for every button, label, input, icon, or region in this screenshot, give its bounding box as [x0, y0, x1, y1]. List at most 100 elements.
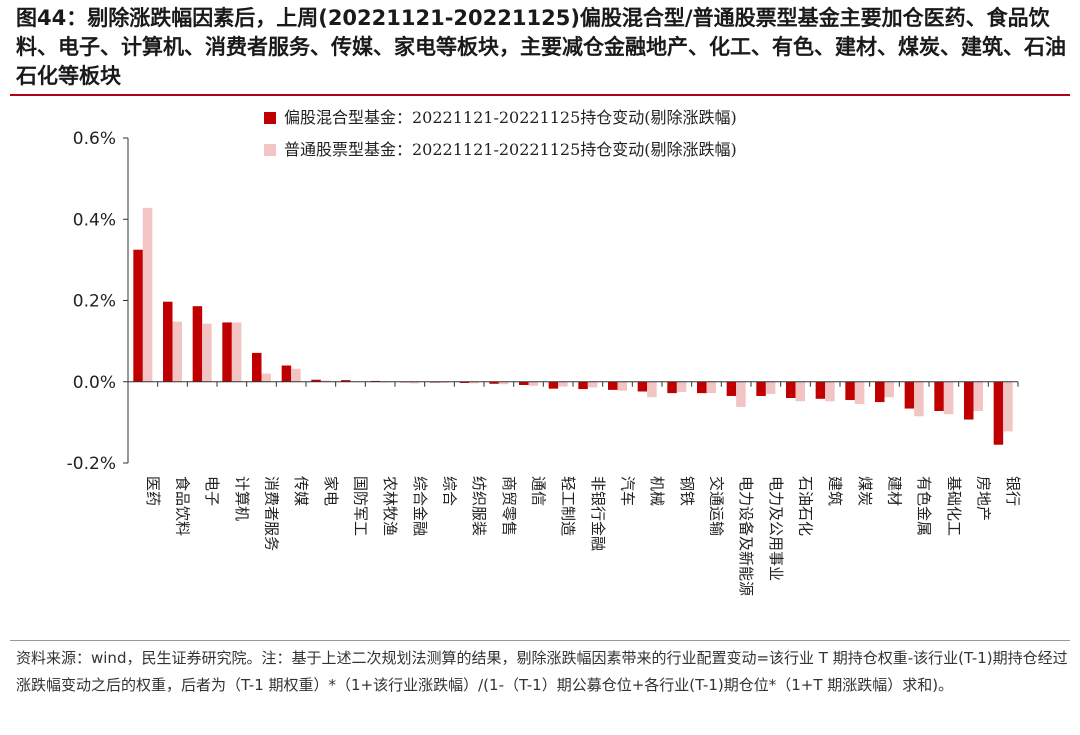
y-tick-label: 0.6%	[73, 129, 116, 149]
bars-group	[133, 207, 1013, 445]
source-note: 资料来源：wind，民生证券研究院。注：基于上述二次规划法测算的结果，剔除涨跌幅…	[16, 649, 1068, 694]
bar-series2-电力设备及新能源	[736, 381, 746, 407]
legend-label-1: 偏股混合型基金：20221121-20221125持仓变动(剔除涨跌幅)	[284, 108, 737, 127]
bar-series2-非银行金融	[587, 381, 598, 388]
bar-chart: 偏股混合型基金：20221121-20221125持仓变动(剔除涨跌幅) 普通股票…	[67, 108, 1022, 596]
bar-series2-石油石化	[795, 381, 805, 402]
y-tick-label: 0.4%	[73, 210, 116, 230]
bar-series1-钢铁	[667, 381, 677, 394]
bar-series2-医药	[142, 207, 153, 382]
category-label: 纺织服装	[470, 476, 488, 536]
category-label: 汽车	[619, 476, 637, 506]
source-divider	[10, 640, 1070, 641]
bar-series2-商贸零售	[498, 381, 509, 385]
category-label: 钢铁	[678, 476, 696, 506]
bar-series2-机械	[647, 381, 657, 398]
category-label: 建材	[886, 476, 904, 506]
category-label: 石油石化	[797, 476, 815, 536]
bar-series1-石油石化	[786, 381, 796, 398]
legend: 偏股混合型基金：20221121-20221125持仓变动(剔除涨跌幅) 普通股票…	[264, 108, 737, 159]
bar-series2-食品饮料	[172, 321, 182, 382]
bar-series1-消费者服务	[252, 352, 262, 382]
category-label: 综合	[441, 476, 459, 506]
category-label: 房地产	[975, 476, 993, 521]
category-label: 电子	[203, 476, 221, 506]
bar-series2-家电	[320, 380, 331, 382]
title-divider	[10, 94, 1070, 96]
bar-series2-煤炭	[854, 381, 865, 405]
bar-series2-有色金属	[914, 381, 924, 417]
category-label: 综合金融	[411, 476, 429, 536]
legend-swatch-2	[264, 144, 276, 156]
bar-series1-交通运输	[697, 381, 707, 394]
bar-series1-医药	[133, 249, 143, 382]
bar-series1-汽车	[608, 381, 618, 390]
category-labels: 医药 食品饮料 电子 计算机 消费者服务 传媒 家电 国防军工 农林牧渔 综合金融 综合 纺织服装 商贸…	[144, 476, 1022, 596]
category-label: 电力及公用事业	[767, 476, 785, 581]
category-label: 电力设备及新能源	[737, 476, 755, 596]
bar-series1-家电	[311, 379, 321, 382]
category-label: 家电	[322, 476, 340, 506]
bar-series2-综合金融	[409, 381, 420, 384]
bar-series1-非银行金融	[578, 381, 588, 390]
bar-series1-通信	[519, 381, 529, 385]
category-label: 通信	[530, 476, 548, 506]
category-label: 国防军工	[352, 476, 370, 536]
bar-series1-国防军工	[341, 380, 351, 382]
category-label: 基础化工	[945, 476, 963, 536]
category-label: 非银行金融	[589, 476, 607, 551]
bar-series1-电子	[192, 306, 203, 382]
category-label: 建筑	[826, 476, 844, 506]
bar-series1-银行	[993, 381, 1004, 445]
category-label: 计算机	[233, 476, 251, 521]
bar-series1-房地产	[964, 381, 974, 420]
category-label: 交通运输	[708, 476, 726, 536]
bar-series1-建筑	[815, 381, 826, 399]
category-label: 煤炭	[856, 476, 874, 506]
category-label: 轻工制造	[559, 476, 577, 536]
bar-series2-钢铁	[676, 381, 687, 392]
bar-series1-食品饮料	[163, 301, 173, 382]
bar-series2-银行	[1003, 381, 1013, 432]
bar-series2-轻工制造	[558, 381, 568, 387]
bar-series2-交通运输	[706, 381, 716, 394]
chart-title: 图44：剔除涨跌幅因素后，上周(20221121-20221125)偏股混合型/…	[16, 6, 1066, 88]
bar-series1-计算机	[222, 322, 232, 382]
bar-series2-通信	[528, 381, 538, 386]
x-axis	[127, 381, 1019, 387]
category-label: 传媒	[292, 476, 310, 506]
legend-label-2: 普通股票型基金：20221121-20221125持仓变动(剔除涨跌幅)	[284, 140, 737, 159]
category-label: 银行	[1004, 476, 1022, 506]
bar-series2-计算机	[231, 322, 242, 382]
category-label: 食品饮料	[174, 476, 192, 536]
bar-series1-电力及公用事业	[756, 381, 766, 396]
y-axis: -0.2% 0.0% 0.2% 0.4% 0.6%	[67, 129, 129, 474]
bar-series2-基础化工	[943, 381, 954, 415]
bar-series2-房地产	[973, 381, 983, 411]
bar-series2-综合	[439, 381, 449, 383]
y-tick-label: -0.2%	[67, 454, 116, 474]
bar-series1-商贸零售	[489, 381, 499, 384]
bar-series2-汽车	[617, 381, 627, 391]
bar-series2-电子	[202, 323, 212, 382]
category-label: 机械	[648, 476, 666, 506]
category-label: 农林牧渔	[381, 476, 399, 536]
category-label: 有色金属	[915, 476, 933, 536]
bar-series2-建筑	[825, 381, 835, 402]
category-label: 医药	[144, 476, 162, 506]
bar-series1-煤炭	[845, 381, 855, 401]
legend-swatch-1	[264, 112, 276, 124]
category-label: 消费者服务	[263, 476, 281, 551]
bar-series2-建材	[884, 381, 894, 398]
bar-series1-轻工制造	[548, 381, 559, 389]
bar-series1-电力设备及新能源	[726, 381, 737, 396]
bar-series1-机械	[637, 381, 648, 392]
bar-series2-电力及公用事业	[765, 381, 776, 394]
y-tick-label: 0.2%	[73, 292, 116, 312]
bar-series1-有色金属	[904, 381, 915, 409]
bar-series2-纺织服装	[469, 381, 479, 384]
bar-series1-建材	[875, 381, 885, 403]
bar-series2-传媒	[291, 368, 301, 382]
bar-series2-消费者服务	[261, 373, 271, 382]
category-label: 商贸零售	[500, 476, 518, 536]
